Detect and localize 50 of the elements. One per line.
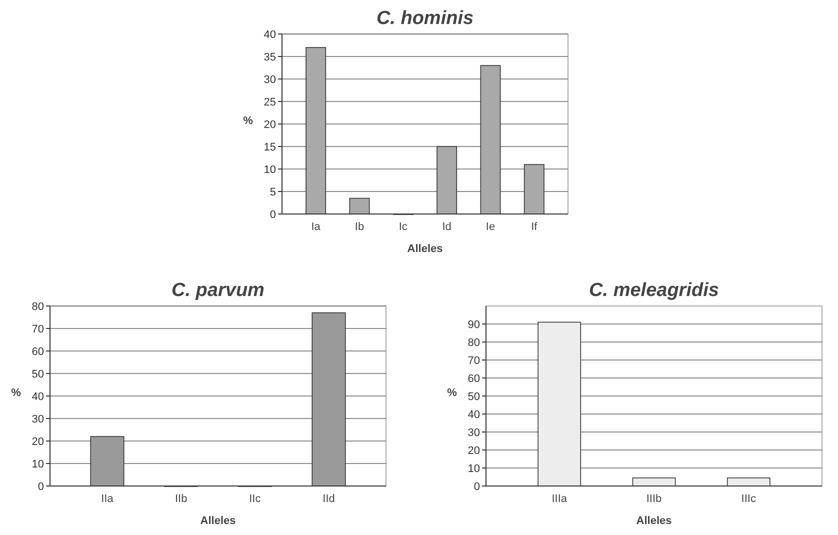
x-tick-label: IIc — [249, 493, 262, 505]
x-tick-label: IIIb — [646, 493, 662, 505]
y-tick-label: 0 — [270, 208, 276, 221]
y-tick-label: 15 — [264, 141, 276, 154]
chart-title: C. parvum — [172, 280, 265, 301]
y-tick-label: 0 — [38, 480, 44, 493]
y-tick-label: 30 — [468, 426, 480, 439]
x-tick-label: Id — [442, 221, 452, 233]
x-tick-label: Ib — [354, 221, 364, 233]
y-tick-label: 70 — [32, 323, 44, 336]
y-tick-label: 30 — [264, 74, 276, 86]
y-axis-title: % — [243, 115, 254, 127]
x-tick-label: IIa — [101, 493, 114, 505]
y-tick-label: 70 — [468, 354, 480, 367]
chart-title: C. hominis — [376, 8, 474, 29]
x-tick-label: IId — [322, 493, 335, 505]
y-tick-label: 50 — [32, 368, 44, 380]
x-axis-title: Alleles — [200, 515, 236, 527]
x-tick-label: Ic — [398, 221, 408, 233]
y-tick-label: 25 — [264, 96, 276, 108]
x-axis-title: Alleles — [407, 243, 443, 255]
y-tick-label: 0 — [474, 480, 480, 493]
y-tick-label: 60 — [32, 346, 44, 358]
y-tick-label: 50 — [468, 390, 480, 403]
y-tick-label: 20 — [32, 436, 44, 448]
y-tick-label: 80 — [32, 300, 44, 313]
y-axis-title: % — [447, 387, 458, 399]
y-tick-label: 20 — [264, 118, 276, 131]
y-tick-label: 30 — [32, 413, 44, 426]
y-tick-label: 10 — [468, 462, 480, 475]
x-tick-label: Ie — [486, 221, 496, 233]
y-tick-label: 60 — [468, 372, 480, 385]
y-tick-label: 5 — [270, 186, 276, 198]
x-tick-label: IIIa — [552, 493, 568, 505]
x-axis-title: Alleles — [636, 515, 672, 527]
y-tick-label: 90 — [468, 318, 480, 331]
y-tick-label: 40 — [468, 408, 480, 421]
x-tick-label: IIb — [174, 493, 188, 505]
chart-title: C. meleagridis — [589, 280, 719, 301]
x-tick-label: If — [531, 221, 538, 233]
y-tick-label: 40 — [264, 28, 276, 41]
y-tick-label: 40 — [32, 390, 44, 403]
y-tick-label: 10 — [32, 458, 44, 470]
y-axis-title: % — [11, 387, 22, 399]
x-tick-label: Ia — [311, 221, 322, 233]
y-tick-label: 80 — [468, 336, 480, 349]
y-tick-label: 10 — [264, 164, 276, 176]
y-tick-label: 35 — [264, 51, 276, 64]
y-tick-label: 20 — [468, 444, 480, 457]
x-tick-label: IIIc — [741, 493, 756, 505]
